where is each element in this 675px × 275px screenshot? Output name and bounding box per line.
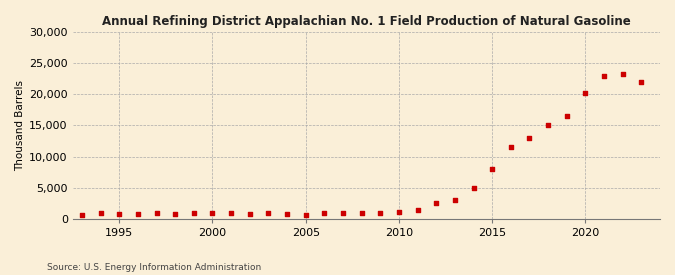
Point [562,114,572,118]
Point [468,186,479,190]
Point [319,211,330,216]
Point [281,212,292,216]
Text: Source: U.S. Energy Information Administration: Source: U.S. Energy Information Administ… [47,263,261,272]
Point [95,211,106,216]
Title: Annual Refining District Appalachian No. 1 Field Production of Natural Gasoline: Annual Refining District Appalachian No.… [102,15,630,28]
Y-axis label: Thousand Barrels: Thousand Barrels [15,80,25,171]
Point [636,80,647,84]
Point [506,145,516,150]
Point [580,91,591,95]
Point [431,201,441,206]
Point [244,212,255,216]
Point [151,211,162,216]
Point [412,207,423,212]
Point [114,212,125,216]
Point [618,72,628,76]
Point [543,123,554,128]
Point [300,212,311,217]
Point [207,211,218,215]
Point [450,198,460,202]
Point [170,212,181,216]
Point [132,211,143,216]
Point [599,73,610,78]
Point [338,211,348,215]
Point [76,212,87,217]
Point [375,211,385,216]
Point [356,211,367,215]
Point [225,211,236,216]
Point [487,167,497,171]
Point [263,211,274,216]
Point [524,136,535,140]
Point [394,210,404,214]
Point [188,211,199,216]
